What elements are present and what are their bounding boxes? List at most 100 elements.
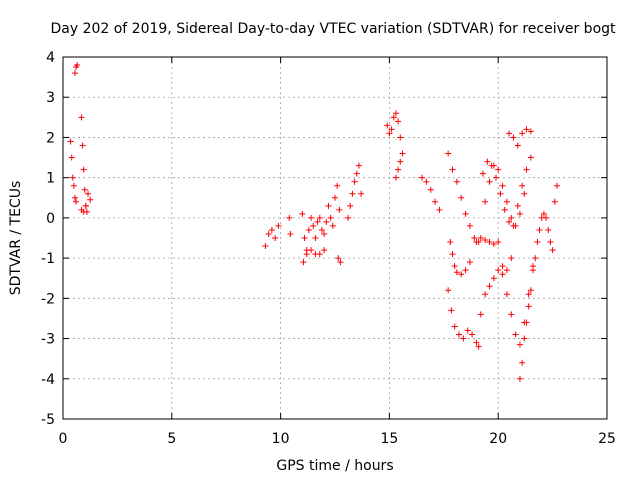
data-point [447,239,454,246]
data-point [388,126,395,133]
data-point [80,208,87,215]
y-tick-label: 4 [46,50,55,66]
data-point [503,198,510,205]
data-point [521,335,528,342]
data-point [551,198,558,205]
y-axis-ticks: -5 -4 -3 -2 -1 0 1 2 3 4 [41,50,607,428]
data-point [81,186,88,193]
data-point [510,222,517,229]
data-point [501,206,508,213]
data-point [392,110,399,117]
data-point [427,186,434,193]
data-point [508,255,515,262]
series-seg-s [479,154,534,229]
series-seg-y [543,182,560,254]
data-point [399,150,406,157]
data-point [453,178,460,185]
x-tick-label: 20 [489,431,507,447]
data-point [301,235,308,241]
data-point [499,182,506,189]
data-point [79,142,86,149]
y-tick-label: -5 [41,412,55,428]
data-point [525,291,532,298]
x-axis-ticks: 0 5 10 15 20 25 [59,57,616,447]
data-point [490,275,497,282]
data-point [514,202,521,209]
y-axis-label: SDTVAR / TECUs [8,181,24,296]
series-seg-u [473,235,502,248]
data-point [349,190,356,197]
data-point [327,214,334,221]
series-seg-d [78,190,94,215]
data-point [466,222,473,229]
data-point [71,70,78,77]
data-point [419,174,426,181]
series-seg-t [506,126,534,149]
data-point [397,134,404,141]
data-point [312,235,319,241]
data-point [506,218,513,225]
data-point [495,166,502,173]
data-point [495,267,502,274]
data-point [473,239,480,246]
data-point [519,130,526,137]
y-tick-label: 3 [46,90,55,106]
data-point [530,267,537,274]
grid [63,57,607,419]
data-point [536,226,543,233]
series-seg-c [78,114,90,215]
series-seg-m [419,174,443,213]
data-point [540,210,547,217]
data-point [445,287,452,294]
data-point [68,154,75,161]
data-point [477,235,484,241]
y-tick-label: 1 [46,171,55,187]
data-point [334,182,341,189]
series-seg-h [300,247,328,266]
data-point [82,202,89,209]
data-point [460,335,467,342]
data-point [497,190,504,197]
series-seg-n [445,150,482,246]
data-point [310,222,317,229]
y-tick-label: -1 [41,251,55,267]
data-point [456,331,463,338]
data-point [514,142,521,149]
data-point [397,158,404,165]
data-point [305,226,312,233]
x-tick-label: 5 [167,431,176,447]
data-point [479,170,486,177]
data-point [519,182,526,189]
data-point [516,375,523,382]
data-point [384,122,391,129]
data-point [329,222,336,229]
data-point [316,214,323,221]
data-point [316,251,323,258]
data-point [527,128,534,135]
data-point [512,331,519,338]
data-point [262,243,269,250]
data-point [516,341,523,348]
x-tick-label: 0 [59,431,68,447]
data-point [451,263,458,270]
series-seg-i [335,255,344,266]
x-tick-label: 25 [598,431,616,447]
data-point [519,359,526,366]
data-point [453,269,460,276]
data-point [462,267,469,274]
data-point [516,210,523,217]
data-point [508,311,515,318]
x-axis-label: GPS time / hours [276,458,393,474]
data-point [299,210,306,217]
data-point [458,194,465,201]
data-point [71,194,78,201]
data-point [495,239,502,246]
data-point [286,214,293,221]
data-point [499,271,506,278]
data-point [462,210,469,217]
data-point [506,130,513,137]
data-point [553,182,560,189]
series-seg-g [299,182,343,254]
y-tick-label: -2 [41,291,55,307]
data-point [355,162,362,169]
